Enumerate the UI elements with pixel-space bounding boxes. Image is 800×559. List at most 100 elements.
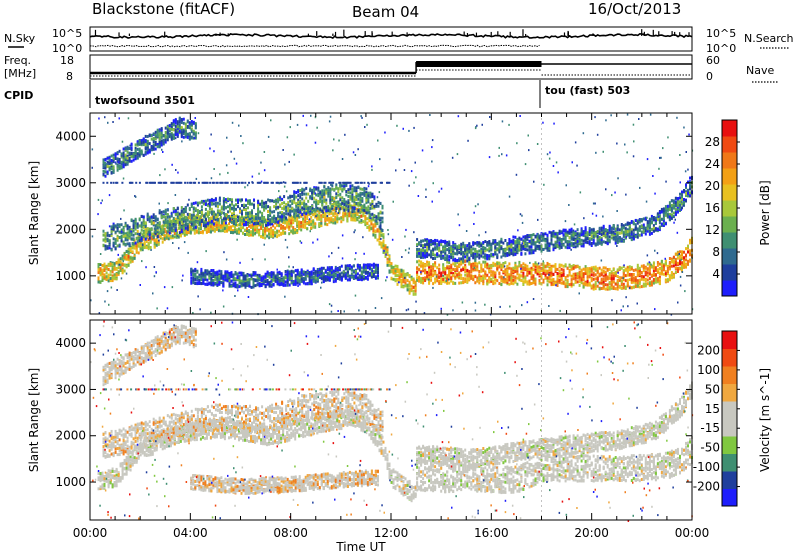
heatmap-cell (512, 275, 514, 278)
heatmap-cell (269, 220, 271, 223)
heatmap-cell (529, 272, 531, 275)
heatmap-cell (349, 191, 351, 194)
heatmap-cell (661, 271, 663, 274)
heatmap-cell (197, 221, 199, 224)
heatmap-cell (111, 230, 113, 233)
heatmap-cell (377, 228, 379, 231)
heatmap-cell (474, 259, 476, 262)
heatmap-cell (504, 280, 506, 283)
heatmap-cell (438, 241, 440, 244)
heatmap-cell (609, 281, 611, 284)
heatmap-cell (224, 230, 226, 233)
heatmap-cell (135, 225, 137, 228)
heatmap-cell (254, 229, 256, 232)
heatmap-cell (169, 223, 171, 226)
heatmap-cell (130, 257, 132, 260)
heatmap-cell (474, 275, 476, 278)
heatmap-cell (601, 269, 603, 272)
heatmap-cell (416, 260, 418, 263)
heatmap-cell (587, 267, 589, 270)
heatmap-cell (627, 285, 629, 288)
heatmap-cell (543, 269, 545, 272)
heatmap-cell (428, 239, 430, 242)
heatmap-cell (399, 269, 401, 272)
heatmap-cell (432, 253, 434, 256)
heatmap-cell (336, 217, 338, 220)
heatmap-cell (395, 270, 397, 273)
heatmap-cell (291, 200, 293, 203)
heatmap-cell (569, 273, 571, 276)
heatmap-cell (323, 196, 325, 199)
heatmap-cell (214, 228, 216, 231)
heatmap-cell (452, 268, 454, 271)
heatmap-cell (351, 209, 353, 212)
heatmap-cell (242, 232, 244, 235)
heatmap-cell (569, 283, 571, 286)
heatmap-cell (231, 203, 233, 206)
heatmap-cell (482, 241, 484, 244)
heatmap-cell (284, 232, 286, 235)
heatmap-cell (460, 248, 462, 251)
heatmap-cell (490, 274, 492, 277)
heatmap-cell (589, 272, 591, 275)
heatmap-cell (120, 257, 122, 260)
heatmap-cell (124, 256, 126, 259)
heatmap-cell (219, 199, 221, 202)
heatmap-cell (387, 264, 389, 267)
heatmap-cell (365, 199, 367, 202)
heatmap-cell (496, 279, 498, 282)
heatmap-cell (500, 275, 502, 278)
heatmap-cell (169, 232, 171, 235)
heatmap-cell (293, 215, 295, 218)
heatmap-cell (319, 208, 321, 211)
heatmap-cell (235, 203, 237, 206)
heatmap-cell (478, 253, 480, 256)
heatmap-cell (512, 253, 514, 256)
heatmap-cell (292, 221, 294, 224)
heatmap-cell (287, 213, 289, 216)
heatmap-cell (266, 235, 268, 238)
heatmap-cell (280, 227, 282, 230)
heatmap-cell (233, 220, 235, 223)
heatmap-cell (283, 207, 285, 210)
heatmap-cell (645, 267, 647, 270)
heatmap-cell (120, 269, 122, 272)
heatmap-cell (104, 273, 106, 276)
heatmap-cell (116, 277, 118, 280)
heatmap-cell (675, 258, 677, 261)
heatmap-cell (466, 274, 468, 277)
heatmap-cell (125, 243, 127, 246)
heatmap-cell (117, 226, 119, 229)
heatmap-cell (241, 212, 243, 215)
heatmap-cell (353, 189, 355, 192)
heatmap-cell (395, 274, 397, 277)
heatmap-cell (518, 264, 520, 267)
heatmap-cell (135, 228, 137, 231)
heatmap-cell (641, 285, 643, 288)
heatmap-cell (310, 216, 312, 219)
heatmap-cell (382, 229, 384, 232)
heatmap-cell (134, 257, 136, 260)
heatmap-cell (460, 243, 462, 246)
heatmap-cell (195, 207, 197, 210)
heatmap-cell (335, 201, 337, 204)
heatmap-cell (215, 198, 217, 201)
heatmap-cell (573, 275, 575, 278)
heatmap-cell (510, 268, 512, 271)
heatmap-cell (426, 253, 428, 256)
heatmap-cell (199, 222, 201, 225)
heatmap-cell (147, 233, 149, 236)
heatmap-cell (217, 202, 219, 205)
heatmap-cell (599, 287, 601, 290)
heatmap-cell (667, 270, 669, 273)
heatmap-cell (478, 257, 480, 260)
heatmap-cell (428, 276, 430, 279)
heatmap-cell (679, 262, 681, 265)
heatmap-cell (418, 276, 420, 279)
heatmap-cell (285, 209, 287, 212)
heatmap-cell (456, 252, 458, 255)
heatmap-cell (426, 249, 428, 252)
heatmap-cell (533, 281, 535, 284)
heatmap-cell (309, 195, 311, 198)
heatmap-cell (251, 214, 253, 217)
